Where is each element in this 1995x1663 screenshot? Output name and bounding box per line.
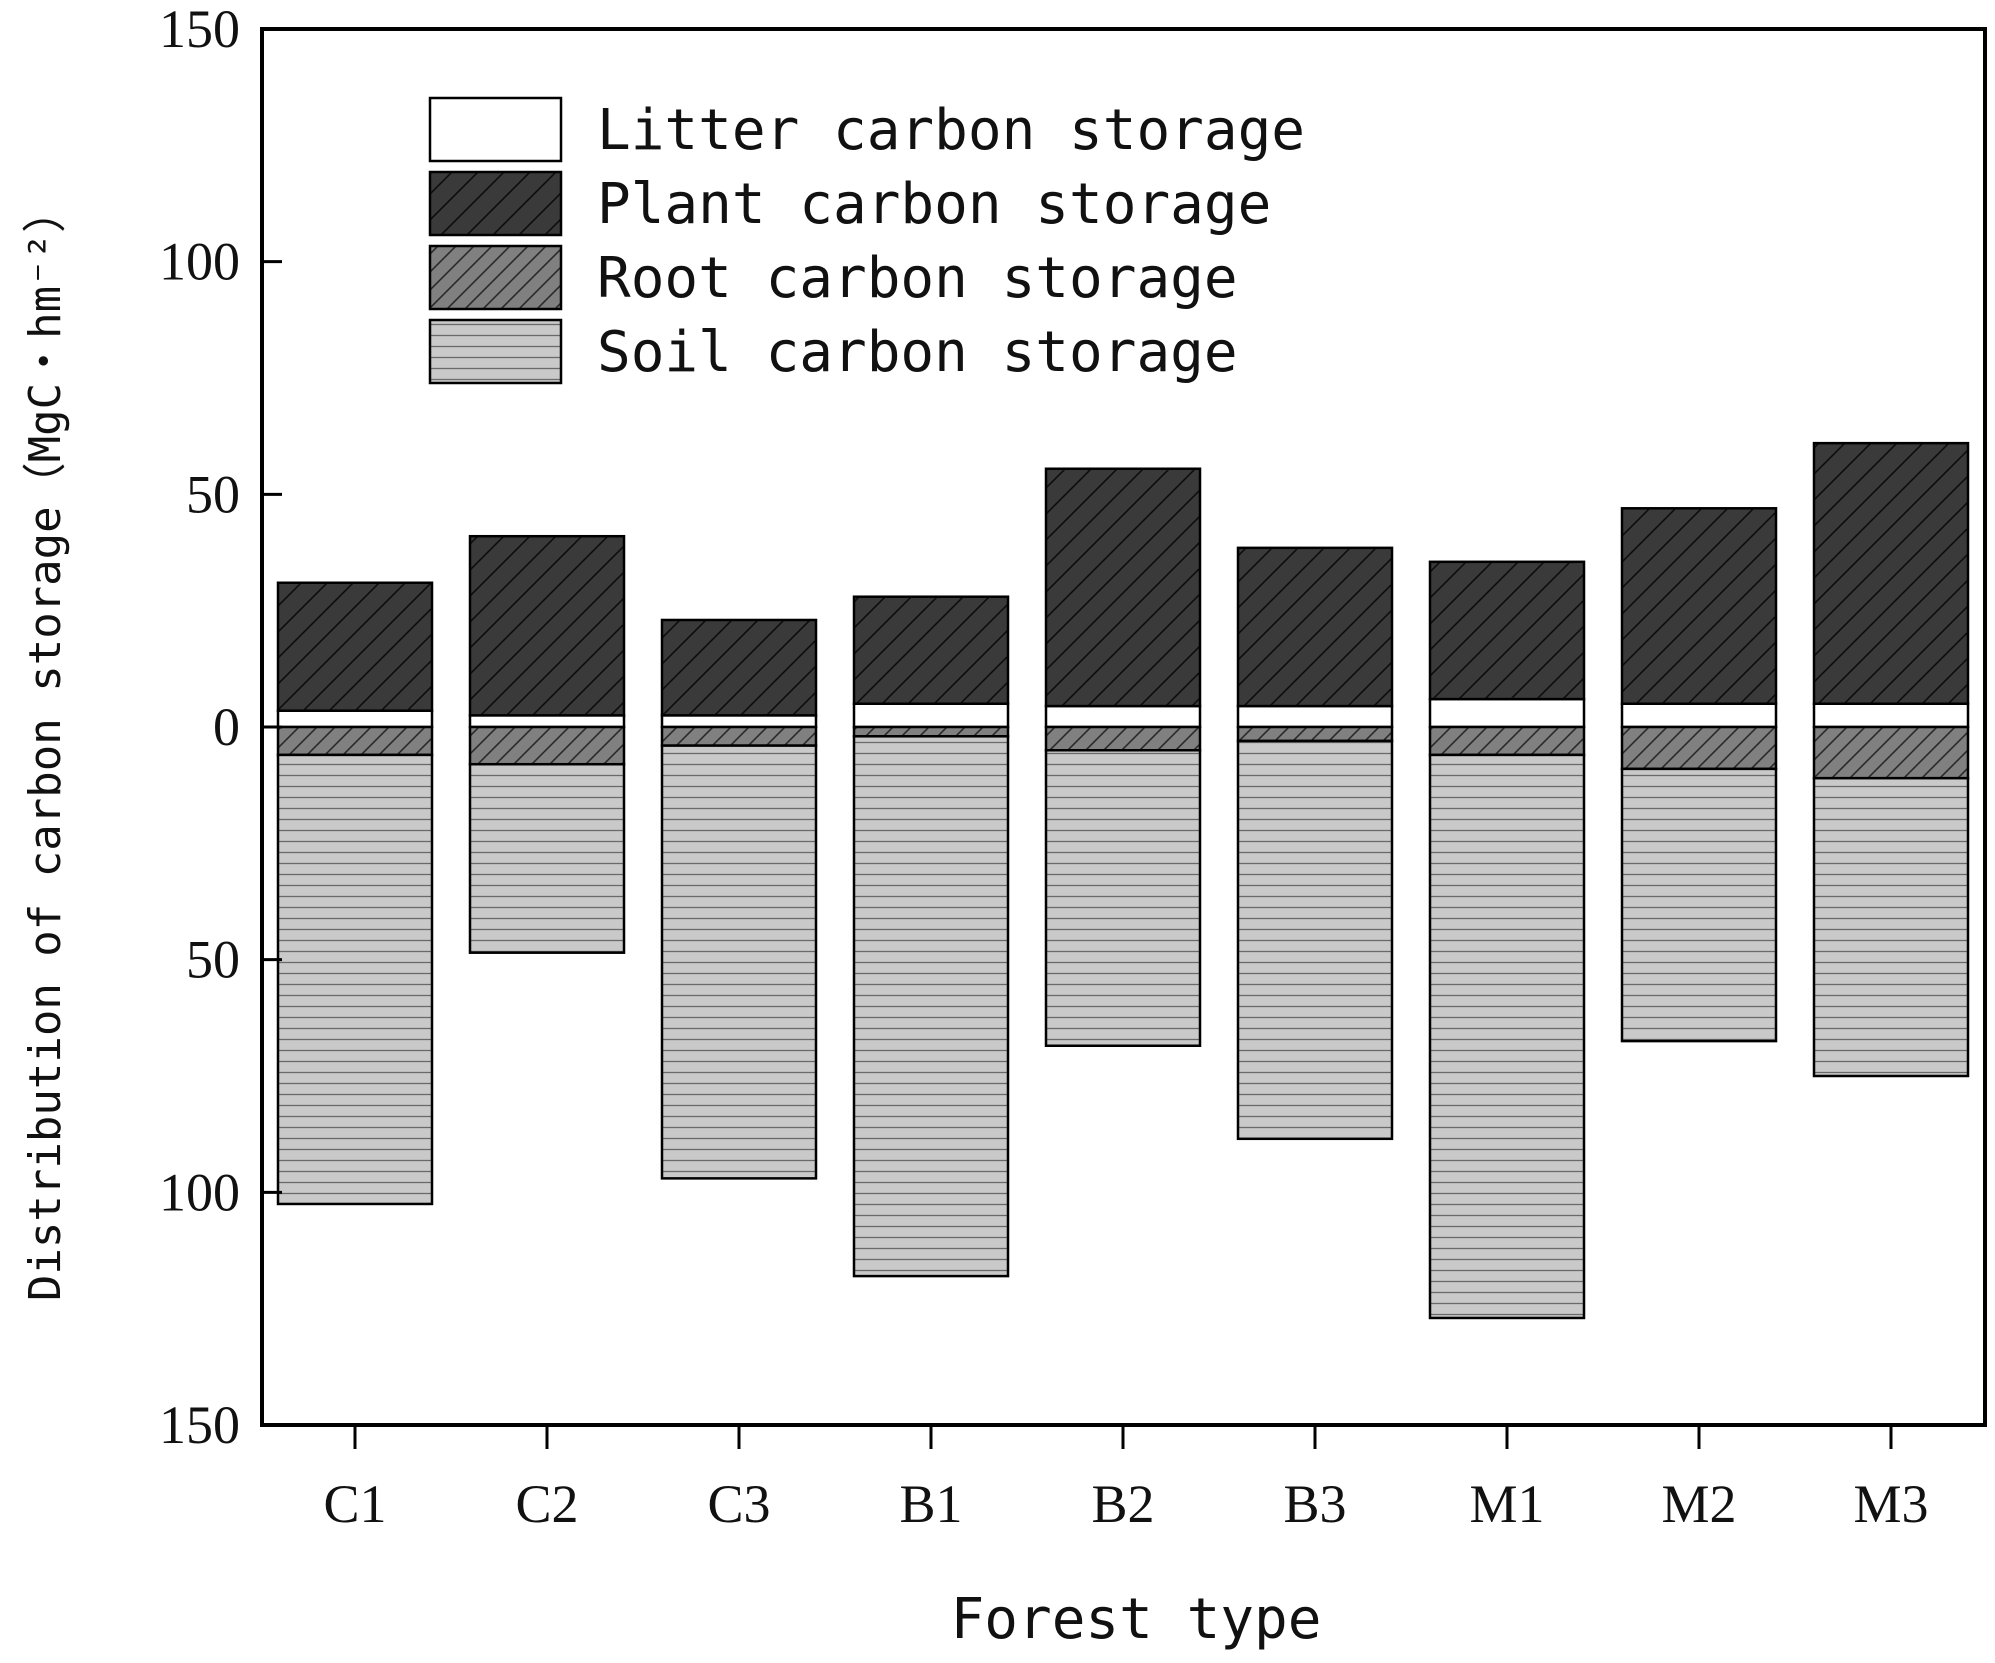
bar-b3-soil xyxy=(1236,739,1394,1141)
x-tick-label: M3 xyxy=(1853,1474,1928,1534)
bar-b2-soil xyxy=(1044,749,1202,1048)
bar-b1-plant xyxy=(852,595,1010,705)
y-tick-label: 100 xyxy=(159,232,240,292)
bar-m1-plant xyxy=(1428,560,1586,701)
y-tick-label: 50 xyxy=(186,464,240,524)
bar-c2-plant xyxy=(468,534,626,717)
bar-c1-soil xyxy=(276,753,434,1206)
y-tick-label: 150 xyxy=(159,1395,240,1455)
legend-label-plant: Plant carbon storage xyxy=(597,172,1271,237)
x-tick-label: B2 xyxy=(1091,1474,1154,1534)
bar-c2-soil xyxy=(468,762,626,954)
bar-m1-litter xyxy=(1428,697,1586,729)
legend-swatch-plant xyxy=(428,170,563,237)
x-tick-label: B1 xyxy=(899,1474,962,1534)
bar-b3-litter xyxy=(1236,704,1394,729)
bar-c1-root xyxy=(276,725,434,757)
legend-swatch-root xyxy=(428,244,563,311)
bar-m2-plant xyxy=(1620,507,1778,705)
bar-b3-root xyxy=(1236,725,1394,743)
bar-c2-litter xyxy=(468,714,626,729)
bar-m3-root xyxy=(1812,725,1970,780)
x-tick-label: C1 xyxy=(323,1474,386,1534)
bar-m3-litter xyxy=(1812,702,1970,729)
bar-m1-soil xyxy=(1428,753,1586,1320)
bar-b1-soil xyxy=(852,735,1010,1278)
bar-c1-litter xyxy=(276,709,434,729)
bar-m3-plant xyxy=(1812,441,1970,705)
x-axis-title: Forest type xyxy=(951,1587,1322,1652)
bar-b3-plant xyxy=(1236,546,1394,708)
bar-c3-soil xyxy=(660,744,818,1180)
x-tick-label: M2 xyxy=(1661,1474,1736,1534)
y-tick-label: 0 xyxy=(213,697,240,757)
y-tick-label: 50 xyxy=(186,930,240,990)
bar-c2-root xyxy=(468,725,626,766)
x-tick-label: B3 xyxy=(1283,1474,1346,1534)
x-tick-label: M1 xyxy=(1469,1474,1544,1534)
bar-b2-litter xyxy=(1044,704,1202,729)
bar-m2-litter xyxy=(1620,702,1778,729)
y-tick-label: 150 xyxy=(159,0,240,59)
bar-b1-root xyxy=(852,725,1010,738)
y-tick-label: 100 xyxy=(159,1162,240,1222)
bar-m2-root xyxy=(1620,725,1778,771)
bar-m1-root xyxy=(1428,725,1586,757)
bar-c3-root xyxy=(660,725,818,747)
bar-b2-root xyxy=(1044,725,1202,752)
y-axis-title: Distribution of carbon storage（MgC・hm⁻²） xyxy=(20,189,71,1301)
bar-b1-litter xyxy=(852,702,1010,729)
bar-m3-soil xyxy=(1812,776,1970,1078)
legend-label-soil: Soil carbon storage xyxy=(597,320,1238,385)
legend-swatch-soil xyxy=(428,318,563,385)
legend: Litter carbon storage Plant carbon storag… xyxy=(428,96,1305,385)
legend-label-root: Root carbon storage xyxy=(597,246,1238,311)
bar-m2-soil xyxy=(1620,767,1778,1043)
bar-c3-plant xyxy=(660,618,818,717)
bar-c1-plant xyxy=(276,581,434,712)
bar-b2-plant xyxy=(1044,467,1202,708)
legend-label-litter: Litter carbon storage xyxy=(597,98,1305,163)
bar-c3-litter xyxy=(660,714,818,729)
x-tick-label: C3 xyxy=(707,1474,770,1534)
x-tick-label: C2 xyxy=(515,1474,578,1534)
legend-swatch-litter xyxy=(428,96,563,163)
